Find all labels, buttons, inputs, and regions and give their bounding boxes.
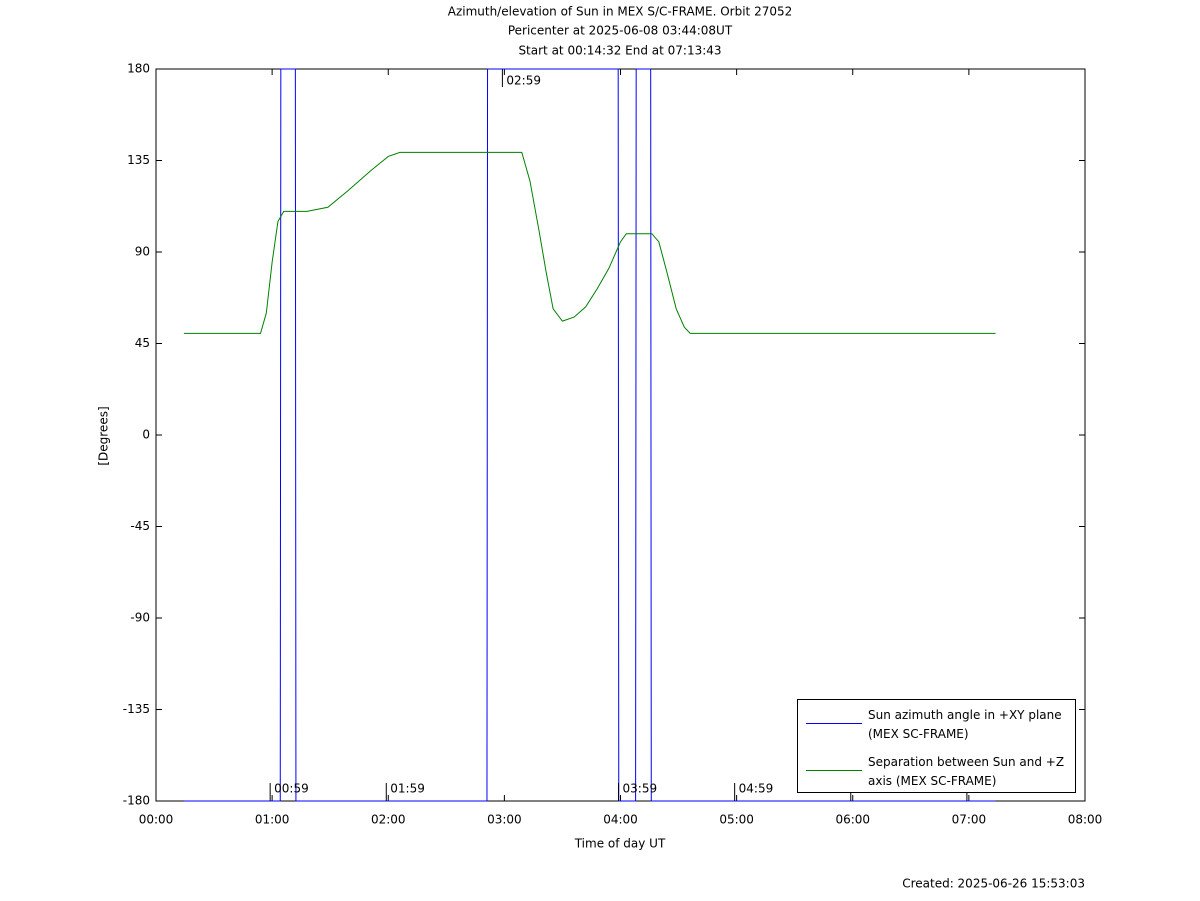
legend-swatch [806,723,862,724]
annotation-label: 00:59 [274,782,309,796]
y-tick-label: -45 [130,519,150,533]
y-tick-label: 180 [127,62,150,76]
x-tick-label: 06:00 [835,813,870,827]
legend: Sun azimuth angle in +XY plane (MEX SC-F… [797,699,1076,793]
chart-subtitle: Pericenter at 2025-06-08 03:44:08UT [508,24,733,38]
chart-subtitle: Start at 00:14:32 End at 07:13:43 [518,44,721,58]
y-tick-label: -180 [123,794,150,808]
x-tick-label: 08:00 [1068,813,1103,827]
x-tick-label: 00:00 [139,813,174,827]
x-tick-label: 03:00 [487,813,522,827]
x-tick-label: 04:00 [603,813,638,827]
y-tick-label: 0 [142,428,150,442]
y-tick-label: 90 [135,245,150,259]
x-tick-label: 07:00 [952,813,987,827]
x-tick-label: 05:00 [719,813,754,827]
legend-label: Sun azimuth angle in +XY plane (MEX SC-F… [868,708,1062,741]
y-axis-label: [Degrees] [97,406,111,465]
x-tick-label: 02:00 [371,813,406,827]
annotation-label: 04:59 [739,782,774,796]
legend-swatch [806,770,862,771]
x-tick-label: 01:00 [255,813,290,827]
legend-label: Separation between Sun and +Z axis (MEX … [868,755,1065,788]
y-tick-label: -135 [123,702,150,716]
x-axis-label: Time of day UT [574,837,666,851]
annotation-label: 03:59 [623,782,658,796]
y-tick-label: -90 [130,611,150,625]
chart-title: Azimuth/elevation of Sun in MEX S/C-FRAM… [448,5,793,19]
annotation-label: 01:59 [390,782,425,796]
series-line [183,151,996,334]
y-tick-label: 45 [135,336,150,350]
annotation-label: 02:59 [506,74,541,88]
y-tick-label: 135 [127,153,150,167]
footer: Created: 2025-06-26 15:53:03 [902,877,1085,891]
series-line [183,68,996,802]
